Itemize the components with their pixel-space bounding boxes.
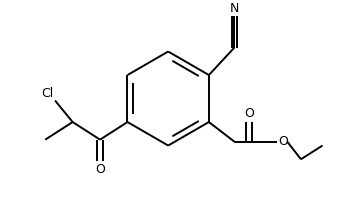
Text: Cl: Cl xyxy=(41,87,53,99)
Text: O: O xyxy=(278,135,288,148)
Text: N: N xyxy=(230,2,239,15)
Text: O: O xyxy=(95,163,105,176)
Text: O: O xyxy=(244,107,254,120)
